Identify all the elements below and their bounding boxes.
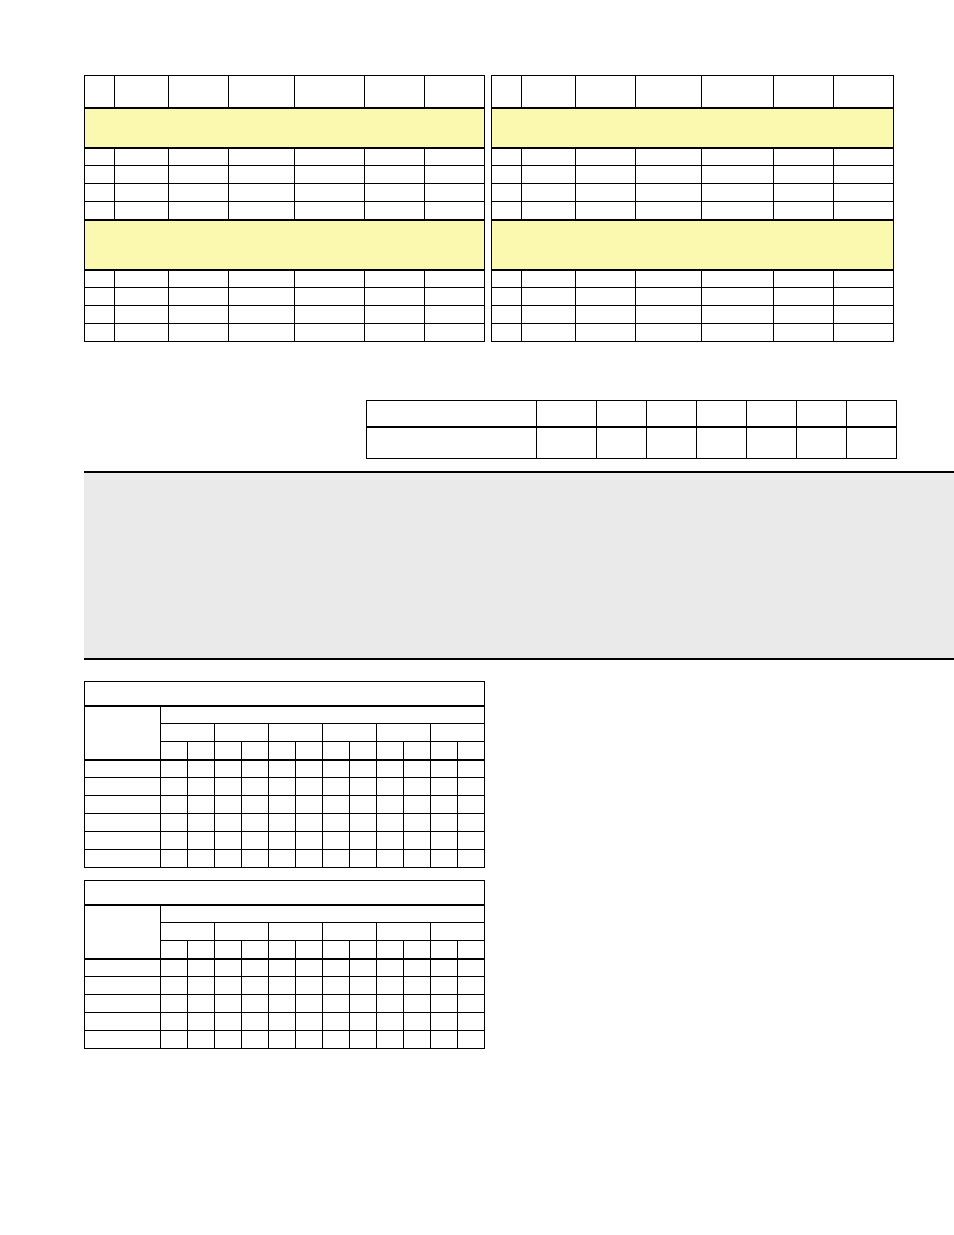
table-highlight-row — [85, 108, 485, 148]
table-row — [85, 814, 485, 832]
table-title-row — [85, 682, 485, 706]
table-row — [492, 288, 894, 306]
table-header-row — [367, 401, 897, 427]
table-row — [492, 166, 894, 184]
lower-table-2 — [84, 880, 485, 1049]
top-left-table — [84, 75, 485, 342]
table-row — [85, 184, 485, 202]
table-row — [367, 427, 897, 459]
table-row — [492, 184, 894, 202]
table-row — [85, 796, 485, 814]
table-title-row — [85, 881, 485, 905]
top-right-table — [491, 75, 894, 342]
table-stub-row — [85, 706, 485, 724]
table-row — [492, 324, 894, 342]
grey-band — [84, 471, 954, 660]
table-row — [492, 306, 894, 324]
table-highlight-row — [85, 220, 485, 270]
table-header-row — [492, 76, 894, 108]
table-row — [85, 1013, 485, 1031]
table-row — [85, 959, 485, 977]
table-stub-row — [85, 905, 485, 923]
table-row — [85, 270, 485, 288]
page — [0, 0, 954, 1235]
mid-table — [366, 400, 897, 459]
table-row — [85, 778, 485, 796]
table-row — [85, 832, 485, 850]
table-row — [85, 288, 485, 306]
table-row — [492, 270, 894, 288]
table-row — [492, 202, 894, 220]
lower-table-1 — [84, 681, 485, 868]
table-row — [85, 995, 485, 1013]
table-row — [492, 148, 894, 166]
table-highlight-row — [492, 108, 894, 148]
table-row — [85, 760, 485, 778]
table-row — [85, 324, 485, 342]
table-header-row — [85, 76, 485, 108]
table-row — [85, 166, 485, 184]
table-row — [85, 202, 485, 220]
table-row — [85, 850, 485, 868]
table-row — [85, 1031, 485, 1049]
table-highlight-row — [492, 220, 894, 270]
table-row — [85, 148, 485, 166]
table-row — [85, 306, 485, 324]
table-row — [85, 977, 485, 995]
